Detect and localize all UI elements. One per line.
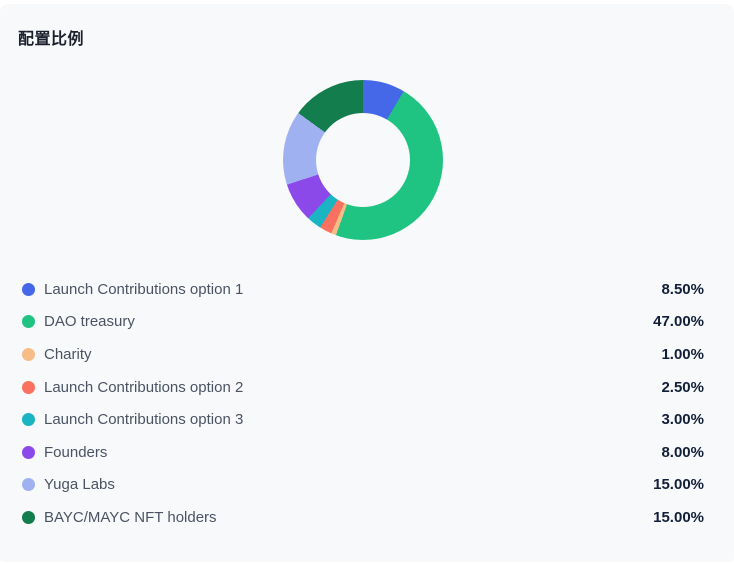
donut-hole — [316, 113, 410, 207]
legend-value: 2.50% — [661, 378, 704, 396]
allocation-legend: Launch Contributions option 1 8.50% DAO … — [18, 273, 704, 534]
legend-value: 3.00% — [661, 411, 704, 429]
legend-label: Charity — [44, 345, 92, 363]
legend-row[interactable]: Launch Contributions option 2 2.50% — [18, 371, 704, 404]
legend-label: Launch Contributions option 3 — [44, 411, 244, 429]
legend-color-dot — [22, 282, 35, 296]
legend-value: 15.00% — [653, 508, 704, 526]
legend-row[interactable]: DAO treasury 47.00% — [18, 306, 704, 339]
legend-row[interactable]: Launch Contributions option 3 3.00% — [18, 403, 704, 436]
legend-value: 47.00% — [653, 313, 704, 331]
legend-label: BAYC/MAYC NFT holders — [44, 508, 217, 526]
legend-label: DAO treasury — [44, 313, 135, 331]
legend-label: Founders — [44, 443, 108, 461]
legend-color-dot — [22, 380, 35, 394]
legend-row[interactable]: Charity 1.00% — [18, 338, 704, 371]
allocation-donut-chart[interactable] — [283, 80, 443, 240]
legend-row[interactable]: Founders 8.00% — [18, 436, 704, 469]
legend-value: 1.00% — [661, 345, 704, 363]
legend-color-dot — [22, 510, 35, 524]
legend-color-dot — [22, 445, 35, 459]
legend-label: Launch Contributions option 1 — [44, 280, 244, 298]
legend-value: 8.00% — [661, 443, 704, 461]
legend-label: Launch Contributions option 2 — [44, 378, 244, 396]
legend-row[interactable]: Launch Contributions option 1 8.50% — [18, 273, 704, 306]
section-title: 配置比例 — [18, 31, 85, 48]
legend-row[interactable]: Yuga Labs 15.00% — [18, 469, 704, 502]
legend-value: 15.00% — [653, 476, 704, 494]
legend-color-dot — [22, 347, 35, 361]
legend-label: Yuga Labs — [44, 476, 115, 494]
legend-row[interactable]: BAYC/MAYC NFT holders 15.00% — [18, 501, 704, 534]
allocation-card: 配置比例 Launch Contributions option 1 8.50%… — [0, 4, 734, 562]
legend-color-dot — [22, 413, 35, 427]
legend-color-dot — [22, 478, 35, 492]
legend-value: 8.50% — [661, 280, 704, 298]
legend-color-dot — [22, 315, 35, 329]
